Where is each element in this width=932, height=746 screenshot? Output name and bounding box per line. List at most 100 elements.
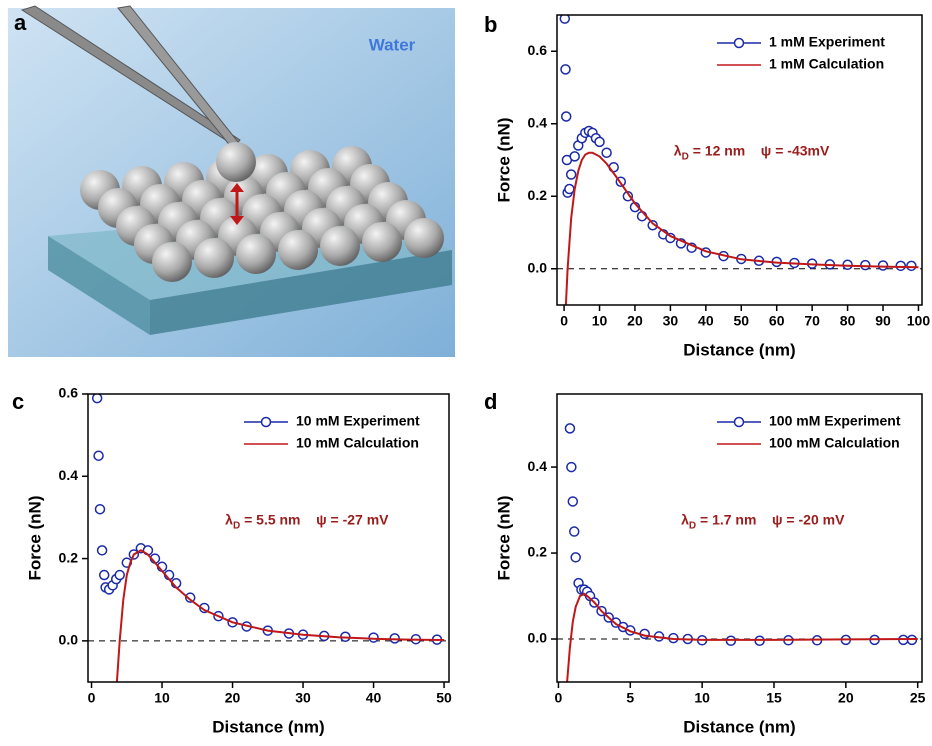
x-tick-label: 80 [840, 313, 856, 329]
annotation-subscript: D [682, 151, 689, 162]
y-tick-label: 0.2 [59, 549, 79, 565]
y-tick-label: 0.6 [528, 42, 548, 58]
plot-area [559, 15, 919, 305]
x-tick-label: 50 [436, 690, 452, 706]
legend-marker [733, 37, 745, 49]
x-tick-label: 15 [766, 690, 782, 706]
data-point [601, 147, 612, 158]
x-tick-label: 0 [560, 313, 568, 329]
legend-label: 100 mM Calculation [769, 435, 900, 451]
annotation-text: = 1.7 nm ψ = -20 mV [696, 511, 845, 527]
particle [278, 230, 318, 270]
data-point [568, 526, 580, 537]
y-tick-label: 0.4 [528, 114, 548, 130]
particle [404, 218, 444, 258]
legend-label: 10 mM Experiment [296, 413, 420, 429]
data-point [560, 64, 571, 75]
legend-marker [260, 416, 272, 428]
data-point [860, 259, 871, 271]
annotation-text: = 12 nm ψ = -43mV [689, 142, 830, 158]
data-point [184, 592, 196, 603]
particle [194, 238, 234, 278]
x-axis-title: Distance (nm) [683, 340, 795, 359]
x-tick-label: 10 [592, 313, 608, 329]
annotation-symbol: λ [674, 142, 682, 158]
data-point [114, 569, 125, 581]
annotation-symbol: λ [225, 511, 233, 527]
plot-frame [556, 393, 923, 683]
data-point [895, 260, 906, 272]
substrate-front [150, 250, 452, 335]
legend-marker [733, 416, 745, 428]
legend-label: 1 mM Calculation [769, 56, 884, 72]
data-point [98, 569, 110, 581]
x-tick-label: 25 [910, 690, 926, 706]
substrate-side [48, 236, 150, 335]
panel-label: b [484, 12, 497, 37]
annotation: λD = 12 nm ψ = -43mV [674, 142, 830, 162]
x-axis-title: Distance (nm) [212, 717, 324, 736]
arrow-head [230, 183, 244, 192]
y-axis-title: Force (nN) [494, 118, 513, 203]
chart-panel: b 0 10 20 30 40 50 60 70 80 90 100 0.0 0.2 0.4 0.6 1 mM … [484, 12, 930, 360]
y-tick-label: 0.4 [59, 467, 79, 483]
legend-label: 10 mM Calculation [296, 435, 419, 451]
y-tick-label: 0.4 [528, 458, 548, 474]
cantilever [117, 5, 239, 149]
data-point [565, 169, 577, 180]
data-point [566, 461, 577, 473]
cantilever [20, 5, 241, 147]
particle [236, 234, 276, 274]
x-tick-label: 0 [555, 690, 563, 706]
y-tick-label: 0.6 [59, 385, 79, 401]
x-tick-label: 30 [663, 313, 679, 329]
annotation: λD = 5.5 nm ψ = -27 mV [225, 511, 389, 531]
x-tick-label: 60 [769, 313, 785, 329]
annotation-symbol: λ [681, 511, 689, 527]
arrow-head [230, 216, 244, 225]
plot-area [564, 423, 918, 682]
legend-label: 100 mM Experiment [769, 413, 901, 429]
x-tick-label: 10 [154, 690, 170, 706]
plot-area [91, 394, 445, 682]
data-point [569, 151, 580, 162]
x-tick-label: 10 [694, 690, 710, 706]
particle [320, 226, 360, 266]
data-point [368, 632, 379, 643]
x-tick-label: 70 [804, 313, 820, 329]
x-tick-label: 100 [907, 313, 931, 329]
annotation: λD = 1.7 nm ψ = -20 mV [681, 511, 845, 531]
x-tick-label: 40 [366, 690, 382, 706]
x-tick-label: 20 [225, 690, 241, 706]
data-point [94, 503, 106, 515]
y-tick-label: 0.2 [528, 544, 548, 560]
data-point [91, 394, 103, 404]
data-point [594, 136, 605, 148]
x-tick-label: 20 [627, 313, 643, 329]
data-point [564, 423, 576, 434]
data-point [647, 220, 658, 231]
y-tick-label: 0.2 [528, 187, 548, 203]
legend-label: 1 mM Experiment [769, 34, 885, 50]
annotation-subscript: D [233, 520, 240, 531]
x-tick-label: 20 [838, 690, 854, 706]
y-tick-label: 0.0 [528, 259, 548, 275]
y-axis-title: Force (nN) [25, 496, 44, 581]
x-tick-label: 50 [733, 313, 749, 329]
particle [152, 242, 192, 282]
plot-frame [87, 393, 450, 683]
x-tick-label: 30 [295, 690, 311, 706]
data-point [93, 450, 104, 461]
data-point [570, 552, 581, 563]
data-point [559, 15, 571, 24]
particle [362, 222, 402, 262]
x-axis-title: Distance (nm) [683, 717, 795, 736]
curve [564, 151, 919, 305]
y-tick-label: 0.0 [528, 630, 548, 646]
curve [566, 592, 918, 682]
x-tick-label: 40 [698, 313, 714, 329]
plot-frame [556, 14, 923, 306]
panel-label: c [12, 389, 24, 414]
panel-label: a [14, 10, 27, 35]
